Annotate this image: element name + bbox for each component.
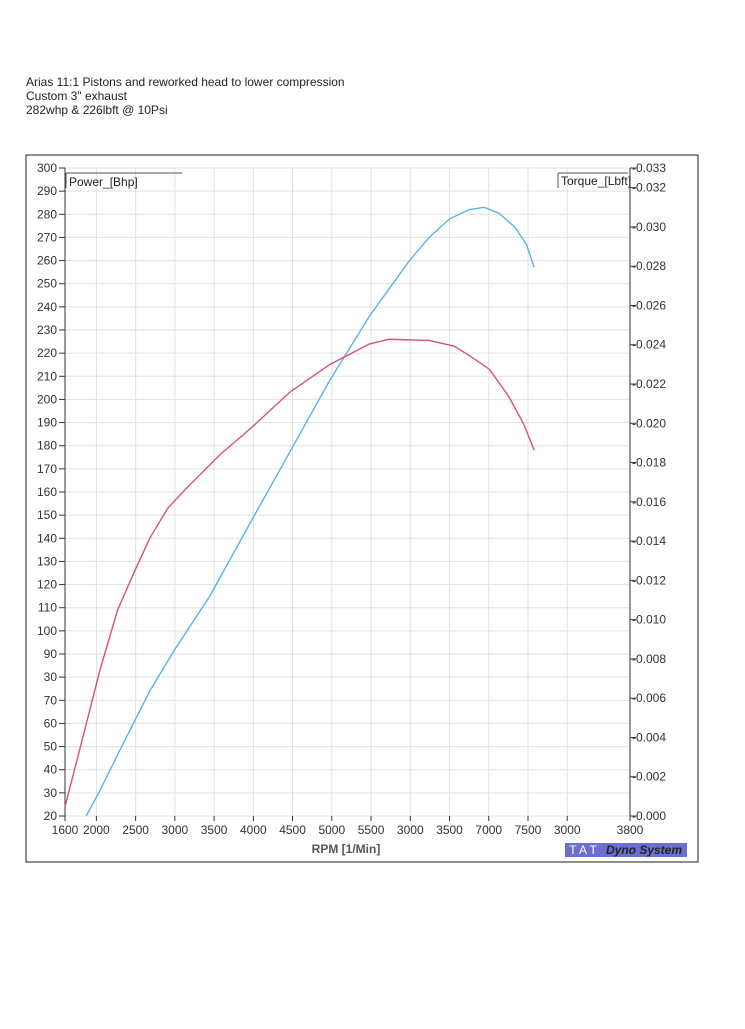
x-tick-label: 7500 [515, 823, 542, 837]
y2-tick-label: -0.018 [632, 456, 666, 470]
logo: Dyno System [606, 843, 682, 857]
y2-tick-label: -0.000 [632, 809, 666, 823]
y-tick-label: 270 [37, 230, 57, 244]
y2-tick-label: -0.026 [632, 298, 666, 312]
x-tick-label: 2000 [83, 823, 110, 837]
y-tick-label: 170 [37, 462, 57, 476]
y-axis-label: Power_[Bhp] [69, 175, 138, 189]
y2-tick-label: -0.024 [632, 338, 666, 352]
y-tick-label: 290 [37, 184, 57, 198]
x-tick-label: 3500 [201, 823, 228, 837]
x-axis-label: RPM [1/Min] [312, 842, 381, 856]
header-line: Custom 3" exhaust [26, 89, 128, 103]
logo: T A T [569, 843, 597, 857]
y-tick-label: 110 [38, 601, 57, 615]
y-tick-label: 30 [44, 670, 58, 684]
series-line [85, 206, 535, 817]
x-tick-label: 4000 [240, 823, 267, 837]
y2-tick-label: -0.022 [632, 377, 666, 391]
y-tick-label: 180 [37, 439, 57, 453]
x-tick-label: 4500 [279, 823, 306, 837]
series-line [64, 338, 535, 807]
plot: 20 30 40 50 60 70 30 90 100 110 120 130 140 150 160 170… [37, 161, 666, 837]
x-tick-label: 5000 [318, 823, 345, 837]
y-tick-label: 140 [37, 531, 57, 545]
x-tick-label: 3500 [436, 823, 463, 837]
y-tick-label: 100 [37, 624, 57, 638]
y-tick-label: 120 [37, 578, 57, 592]
y2-tick-label: -0.004 [632, 730, 666, 744]
y2-tick-label: -0.033 [632, 161, 666, 175]
y-tick-label: 210 [37, 369, 57, 383]
y2-tick-label: -0.032 [632, 181, 666, 195]
x-tick-label: 1600 [52, 823, 79, 837]
y-tick-label: 190 [37, 416, 57, 430]
y2-tick-label: -0.012 [632, 573, 666, 587]
x-tick-label: 5500 [358, 823, 385, 837]
x-tick-label: 2500 [122, 823, 149, 837]
y-tick-label: 230 [37, 323, 57, 337]
y2-tick-label: -0.028 [632, 259, 666, 273]
header-line: 282whp & 226lbft @ 10Psi [26, 103, 168, 117]
y-tick-label: 160 [37, 485, 57, 499]
y-tick-label: 70 [44, 693, 58, 707]
y-tick-label: 150 [37, 508, 57, 522]
y-tick-label: 30 [44, 786, 58, 800]
y-tick-label: 130 [37, 554, 57, 568]
y-tick-label: 260 [37, 254, 57, 268]
y-tick-label: 90 [44, 647, 58, 661]
chart-frame [25, 154, 699, 863]
y2-tick-label: -0.030 [632, 220, 666, 234]
y-tick-label: 220 [37, 346, 57, 360]
x-tick-label: 3000 [397, 823, 424, 837]
y-tick-label: 40 [44, 763, 58, 777]
y-tick-label: 60 [44, 716, 58, 730]
y2-tick-label: -0.014 [632, 534, 666, 548]
x-tick-label: 7000 [475, 823, 502, 837]
y2-tick-label: -0.016 [632, 495, 666, 509]
y-tick-label: 300 [37, 161, 57, 175]
logo-box [565, 843, 601, 857]
y2-tick-label: -0.002 [632, 770, 666, 784]
header-line: Arias 11:1 Pistons and reworked head to … [26, 75, 345, 89]
y-tick-label: 20 [44, 809, 58, 823]
y2-tick-label: -0.020 [632, 416, 666, 430]
y-tick-label: 250 [37, 277, 57, 291]
y-tick-label: 280 [37, 207, 57, 221]
y2-tick-label: -0.010 [632, 613, 666, 627]
y-tick-label: 240 [37, 300, 57, 314]
y2-tick-label: -0.006 [632, 691, 666, 705]
x-tick-label: 3000 [162, 823, 189, 837]
x-tick-label: 3000 [554, 823, 581, 837]
y2-tick-label: -0.008 [632, 652, 666, 666]
y-tick-label: 200 [37, 392, 57, 406]
y2-axis-label: Torque_[Lbft] [561, 174, 631, 188]
logo-box [601, 843, 687, 857]
y-tick-label: 50 [44, 740, 58, 754]
x-tick-label: 3800 [617, 823, 644, 837]
